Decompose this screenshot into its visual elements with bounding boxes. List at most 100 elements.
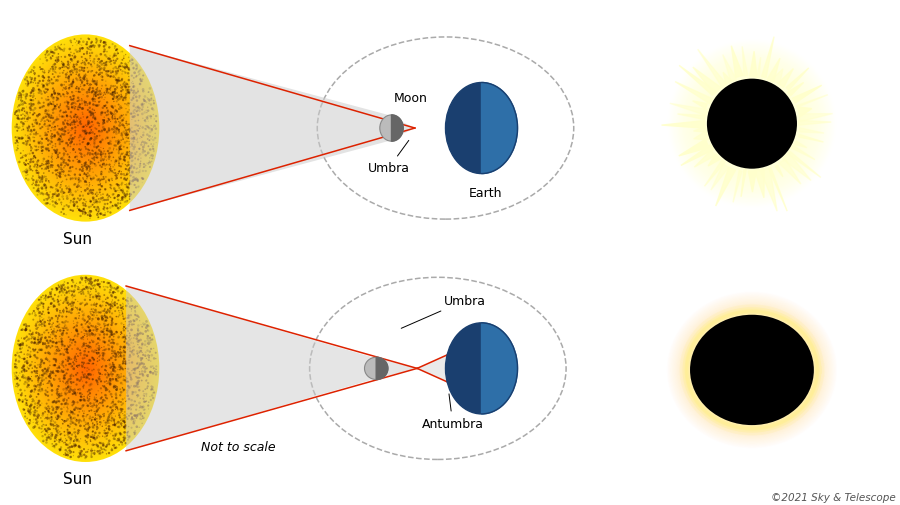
Point: [58, 362, 73, 370]
Point: [62, 154, 77, 162]
Point: [103, 411, 117, 419]
Point: [94, 171, 109, 179]
Point: [128, 150, 142, 158]
Point: [117, 94, 131, 103]
Point: [133, 133, 148, 141]
Point: [88, 114, 103, 122]
Point: [29, 80, 43, 88]
Point: [73, 47, 87, 55]
Point: [39, 368, 53, 376]
Point: [91, 432, 105, 440]
Point: [33, 296, 48, 304]
Point: [91, 208, 105, 216]
Point: [9, 382, 23, 390]
Ellipse shape: [18, 43, 153, 214]
Point: [97, 62, 112, 70]
Point: [106, 366, 121, 374]
Point: [117, 343, 131, 351]
Point: [106, 129, 121, 137]
Point: [65, 306, 79, 314]
Point: [85, 89, 99, 97]
Point: [79, 452, 94, 461]
Point: [112, 192, 126, 200]
Point: [130, 63, 144, 71]
Point: [103, 289, 117, 297]
Point: [76, 106, 90, 114]
Point: [62, 63, 77, 71]
Point: [68, 64, 82, 72]
Point: [82, 207, 96, 215]
Point: [107, 421, 122, 429]
Point: [125, 321, 140, 329]
Point: [105, 375, 120, 383]
Point: [54, 424, 68, 432]
Point: [109, 188, 123, 196]
Point: [34, 356, 49, 364]
Point: [122, 89, 137, 97]
Point: [97, 114, 112, 122]
Point: [111, 366, 125, 374]
Point: [101, 140, 115, 148]
Point: [136, 96, 150, 104]
Ellipse shape: [74, 114, 97, 143]
Point: [114, 388, 129, 396]
Point: [49, 372, 63, 380]
Point: [49, 167, 63, 175]
Point: [50, 55, 64, 63]
Point: [62, 376, 77, 384]
Point: [99, 384, 113, 392]
Point: [62, 289, 77, 297]
Point: [87, 408, 102, 416]
Point: [86, 431, 100, 439]
Point: [34, 321, 49, 329]
Point: [7, 375, 22, 383]
Point: [35, 124, 50, 132]
Point: [70, 435, 85, 443]
Point: [39, 403, 53, 412]
Point: [70, 362, 85, 370]
Point: [78, 71, 93, 79]
Point: [116, 295, 130, 303]
Point: [128, 412, 142, 420]
Point: [31, 157, 45, 165]
Point: [117, 355, 131, 363]
Point: [76, 333, 90, 341]
Point: [13, 342, 27, 350]
Point: [124, 164, 139, 172]
Point: [94, 148, 108, 157]
Point: [16, 365, 31, 373]
Point: [119, 177, 133, 185]
Point: [139, 126, 153, 134]
Point: [112, 114, 127, 122]
Point: [114, 420, 129, 428]
Point: [87, 331, 102, 339]
Point: [121, 89, 135, 97]
Point: [52, 312, 67, 320]
Point: [98, 52, 112, 60]
Point: [121, 368, 135, 376]
Point: [112, 155, 127, 163]
Point: [107, 417, 122, 425]
Point: [108, 45, 122, 53]
Point: [144, 115, 158, 123]
Point: [104, 329, 118, 337]
Point: [113, 362, 128, 370]
Point: [100, 200, 114, 209]
Point: [96, 48, 111, 57]
Point: [104, 90, 118, 98]
Point: [32, 121, 47, 129]
Point: [68, 389, 82, 397]
Point: [76, 315, 90, 323]
Point: [128, 118, 142, 126]
Point: [113, 351, 128, 359]
Point: [96, 328, 111, 336]
Point: [66, 304, 80, 312]
Point: [87, 421, 102, 429]
Point: [53, 171, 68, 179]
Point: [92, 353, 106, 361]
Point: [76, 51, 91, 59]
Point: [138, 385, 152, 393]
Point: [17, 108, 32, 116]
Point: [83, 99, 97, 108]
Point: [90, 358, 104, 366]
